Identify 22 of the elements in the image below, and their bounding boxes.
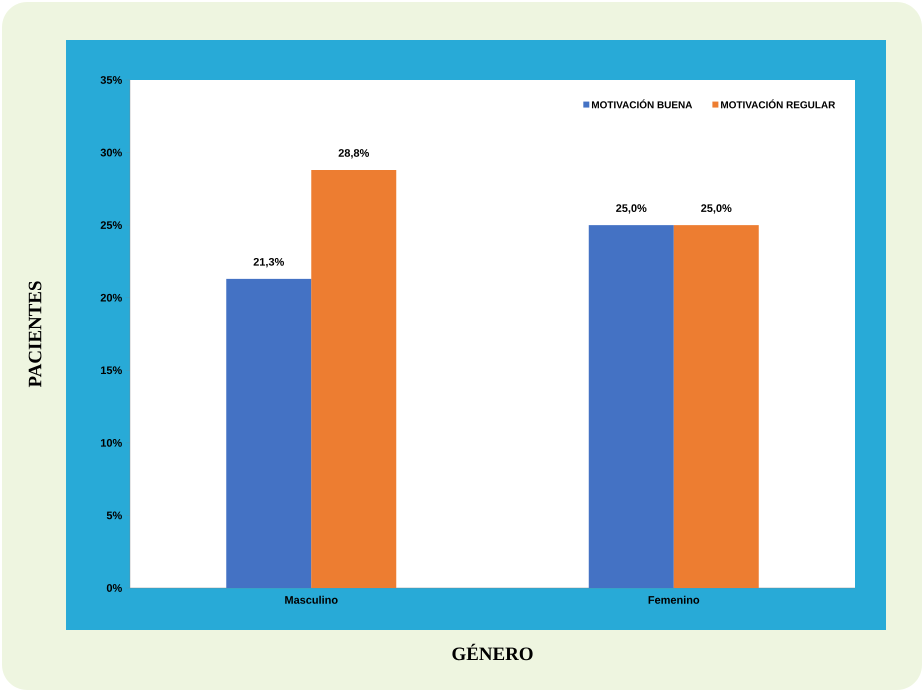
y-tick-label: 35% xyxy=(100,76,122,84)
legend-label: MOTIVACIÓN REGULAR xyxy=(721,99,836,108)
y-tick-label: 20% xyxy=(100,294,122,302)
bar xyxy=(226,278,312,588)
legend-label: MOTIVACIÓN BUENA xyxy=(592,99,692,108)
x-tick-label: Femenino xyxy=(648,596,700,604)
bar xyxy=(311,170,396,588)
y-axis-title: PACIENTES xyxy=(28,281,42,388)
bar xyxy=(674,225,759,588)
y-tick-label: 0% xyxy=(106,584,122,592)
data-label: 28,8% xyxy=(338,149,369,158)
x-axis-title: GÉNERO xyxy=(452,644,533,660)
bar xyxy=(588,225,674,588)
y-tick-label: 10% xyxy=(100,438,122,447)
y-tick-label: 25% xyxy=(100,221,122,230)
x-tick-label: Masculino xyxy=(285,596,338,604)
y-tick-label: 5% xyxy=(106,512,122,520)
y-tick-label: 30% xyxy=(100,148,122,156)
data-label: 25,0% xyxy=(701,204,732,214)
data-label: 21,3% xyxy=(254,258,284,268)
y-tick-label: 15% xyxy=(100,366,122,374)
data-label: 25,0% xyxy=(616,204,646,214)
